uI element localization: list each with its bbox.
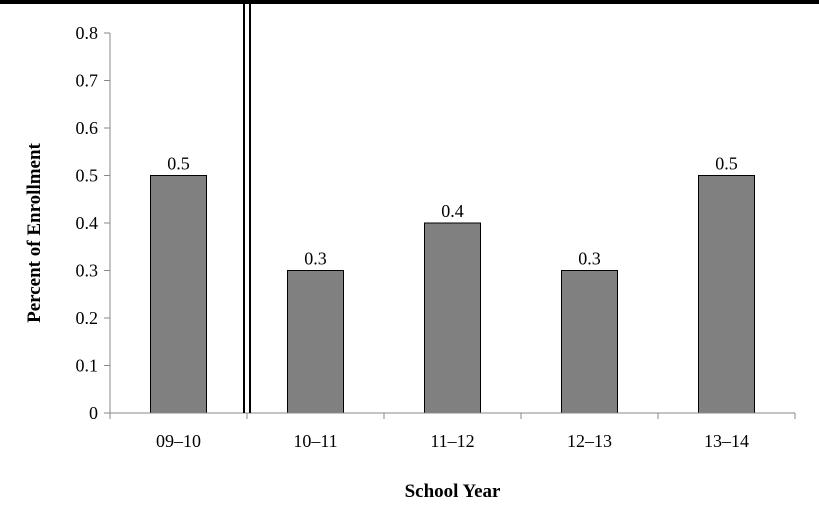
x-axis-ticks: 09–10 10–11 11–12 12–13 13–14	[109, 413, 796, 451]
y-tick-label: 0	[89, 403, 98, 423]
x-axis-title: School Year	[405, 481, 501, 502]
bar	[561, 270, 618, 414]
y-tick-label: 0.2	[76, 308, 99, 328]
data-label: 0.5	[167, 154, 190, 174]
bar	[424, 222, 481, 414]
data-label: 0.3	[304, 249, 327, 269]
data-labels: 0.5 0.3 0.4 0.3 0.5	[167, 154, 738, 269]
bars	[150, 175, 755, 414]
y-tick-label: 0.8	[76, 23, 99, 43]
bar	[150, 175, 207, 414]
y-axis-ticks: 0 0.1 0.2 0.3 0.4 0.5 0.6 0.7 0.8	[76, 23, 110, 423]
x-tick-label: 11–12	[430, 431, 474, 451]
y-tick-label: 0.6	[76, 118, 99, 138]
bar	[287, 270, 344, 414]
y-tick-label: 0.1	[76, 356, 99, 376]
y-tick-label: 0.3	[76, 261, 99, 281]
x-tick-label: 10–11	[293, 431, 337, 451]
data-label: 0.3	[578, 249, 601, 269]
data-label: 0.5	[715, 154, 738, 174]
x-tick-label: 13–14	[704, 431, 749, 451]
y-tick-label: 0.7	[76, 71, 99, 91]
y-tick-label: 0.5	[76, 166, 99, 186]
x-tick-label: 09–10	[156, 431, 201, 451]
top-rule	[0, 0, 819, 4]
y-tick-label: 0.4	[76, 213, 99, 233]
bar	[698, 175, 755, 414]
data-label: 0.4	[441, 201, 464, 221]
y-axis-title: Percent of Enrollment	[24, 142, 45, 322]
x-tick-label: 12–13	[567, 431, 612, 451]
